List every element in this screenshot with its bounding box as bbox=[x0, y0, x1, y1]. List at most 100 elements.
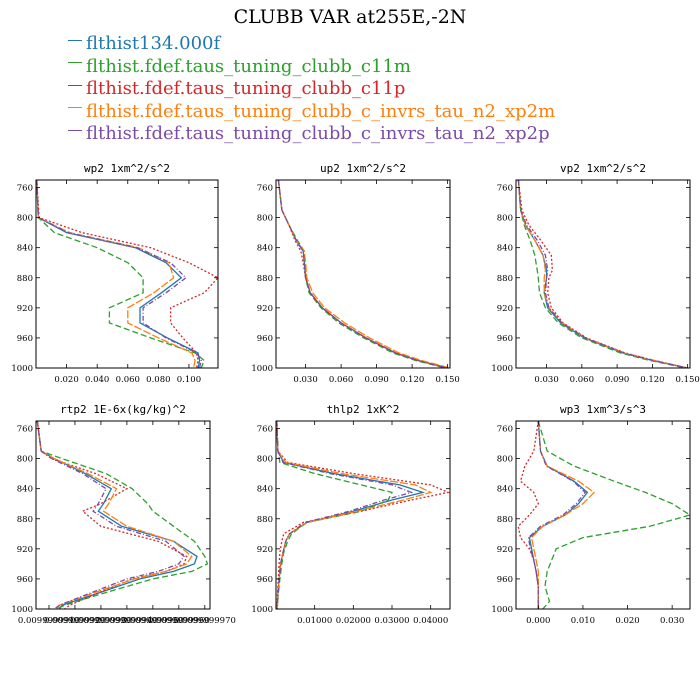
x-tick-label: 0.120 bbox=[400, 375, 424, 385]
y-tick-label: 960 bbox=[497, 575, 513, 585]
series-line bbox=[276, 421, 433, 609]
y-tick-label: 920 bbox=[497, 304, 513, 314]
series-line bbox=[276, 421, 450, 609]
y-tick-label: 840 bbox=[497, 485, 513, 495]
legend-swatch bbox=[68, 107, 82, 108]
series-line bbox=[527, 421, 587, 609]
panel-2: up2 1xm^2/s^2 760 800 840 880 920 960 1000 0.030… bbox=[251, 162, 459, 385]
x-tick-label: 0.04000 bbox=[413, 616, 448, 626]
legend-label: flthist.fdef.taus_tuning_clubb_c_invrs_t… bbox=[86, 100, 556, 122]
y-tick-label: 1000 bbox=[251, 364, 273, 374]
y-tick-label: 760 bbox=[497, 425, 513, 435]
y-tick-label: 920 bbox=[17, 304, 33, 314]
series-line bbox=[276, 421, 414, 609]
series-line bbox=[517, 180, 688, 368]
x-tick-label: 0.03000 bbox=[374, 616, 409, 626]
plot-frame bbox=[275, 420, 451, 610]
plot-frame bbox=[275, 179, 451, 369]
x-tick-label: 0.150 bbox=[675, 375, 699, 385]
x-tick-label: 0.01000 bbox=[297, 616, 332, 626]
legend-label: flthist.fdef.taus_tuning_clubb_c11m bbox=[86, 55, 411, 77]
series-line bbox=[36, 421, 188, 609]
legend-label: flthist.fdef.taus_tuning_clubb_c11p bbox=[86, 78, 406, 99]
panel-title: rtp2 1E-6x(kg/kg)^2 bbox=[60, 403, 186, 416]
legend-swatch bbox=[68, 62, 82, 63]
x-tick-label: 0.0099999910 bbox=[18, 616, 80, 626]
series-line bbox=[277, 180, 448, 368]
panel-6: wp3 1xm^3/s^3 760 800 840 880 920 960 1000 0.000… bbox=[491, 403, 691, 626]
x-tick-label: 0.060 bbox=[570, 375, 594, 385]
panel-title: vp2 1xm^2/s^2 bbox=[560, 162, 646, 175]
series-line bbox=[517, 180, 688, 368]
series-line bbox=[277, 180, 450, 368]
series-line bbox=[277, 180, 448, 368]
legend-item: flthist.fdef.taus_tuning_clubb_c11m bbox=[68, 56, 555, 79]
plot-frame bbox=[515, 179, 691, 369]
series-line bbox=[36, 421, 193, 609]
panel-title: wp2 1xm^2/s^2 bbox=[84, 162, 170, 175]
y-tick-label: 960 bbox=[497, 334, 513, 344]
legend-item: flthist.fdef.taus_tuning_clubb_c_invrs_t… bbox=[68, 123, 555, 146]
x-tick-label: 0.030 bbox=[534, 375, 558, 385]
x-tick-label: 0.150 bbox=[435, 375, 459, 385]
series-line bbox=[530, 421, 596, 609]
legend-swatch bbox=[68, 129, 82, 131]
x-tick-label: 0.030 bbox=[660, 616, 684, 626]
series-line bbox=[36, 421, 198, 609]
series-line bbox=[36, 180, 201, 368]
y-tick-label: 840 bbox=[257, 244, 273, 254]
series-line bbox=[277, 180, 446, 368]
y-tick-label: 880 bbox=[257, 515, 273, 525]
y-tick-label: 880 bbox=[497, 515, 513, 525]
y-tick-label: 920 bbox=[497, 545, 513, 555]
legend-item: flthist.fdef.taus_tuning_clubb_c11p bbox=[68, 78, 555, 101]
panel-title: wp3 1xm^3/s^3 bbox=[560, 403, 646, 416]
y-tick-label: 880 bbox=[497, 274, 513, 284]
x-tick-label: 0.010 bbox=[571, 616, 595, 626]
y-tick-label: 880 bbox=[17, 274, 33, 284]
x-tick-label: 0.060 bbox=[116, 375, 140, 385]
x-tick-label: 0.0099999940 bbox=[96, 616, 158, 626]
y-tick-label: 800 bbox=[17, 214, 33, 224]
x-tick-label: 0.0099999920 bbox=[44, 616, 106, 626]
legend-label: flthist.fdef.taus_tuning_clubb_c_invrs_t… bbox=[86, 123, 550, 144]
x-tick-label: 0.02000 bbox=[336, 616, 371, 626]
y-tick-label: 760 bbox=[257, 425, 273, 435]
x-tick-label: 0.0099999930 bbox=[70, 616, 132, 626]
x-tick-label: 0.0099999960 bbox=[148, 616, 210, 626]
y-tick-label: 1000 bbox=[251, 605, 273, 615]
legend-swatch bbox=[68, 84, 82, 86]
series-line bbox=[537, 421, 690, 609]
y-tick-label: 840 bbox=[497, 244, 513, 254]
series-line bbox=[36, 180, 202, 368]
y-tick-label: 1000 bbox=[491, 364, 513, 374]
y-tick-label: 800 bbox=[497, 214, 513, 224]
panel-title: up2 1xm^2/s^2 bbox=[320, 162, 406, 175]
y-tick-label: 960 bbox=[257, 334, 273, 344]
x-tick-label: 0.090 bbox=[364, 375, 388, 385]
x-tick-label: 0.040 bbox=[85, 375, 109, 385]
y-tick-label: 840 bbox=[17, 485, 33, 495]
panel-1: wp2 1xm^2/s^2 760 800 840 880 920 960 1000 0.020… bbox=[11, 162, 219, 385]
plot-frame bbox=[515, 420, 691, 610]
panel-3: vp2 1xm^2/s^2 760 800 840 880 920 960 1000 0.030… bbox=[491, 162, 699, 385]
y-tick-label: 920 bbox=[17, 545, 33, 555]
y-tick-label: 1000 bbox=[11, 605, 33, 615]
series-line bbox=[517, 421, 540, 609]
x-tick-label: 0.090 bbox=[605, 375, 629, 385]
panel-title: thlp2 1xK^2 bbox=[327, 403, 400, 416]
series-line bbox=[517, 180, 686, 368]
y-tick-label: 920 bbox=[257, 545, 273, 555]
y-tick-label: 760 bbox=[257, 184, 273, 194]
series-line bbox=[36, 180, 205, 368]
y-tick-label: 760 bbox=[17, 425, 33, 435]
figure-title: CLUBB VAR at255E,-2N bbox=[233, 6, 467, 28]
x-tick-label: 0.0099999950 bbox=[122, 616, 184, 626]
y-tick-label: 800 bbox=[257, 214, 273, 224]
x-tick-label: 0.100 bbox=[177, 375, 201, 385]
y-tick-label: 800 bbox=[17, 455, 33, 465]
x-tick-label: 0.080 bbox=[146, 375, 170, 385]
panel-5: thlp2 1xK^2 760 800 840 880 920 960 1000 0.01000… bbox=[251, 403, 451, 626]
legend-item: flthist134.000f bbox=[68, 33, 555, 56]
